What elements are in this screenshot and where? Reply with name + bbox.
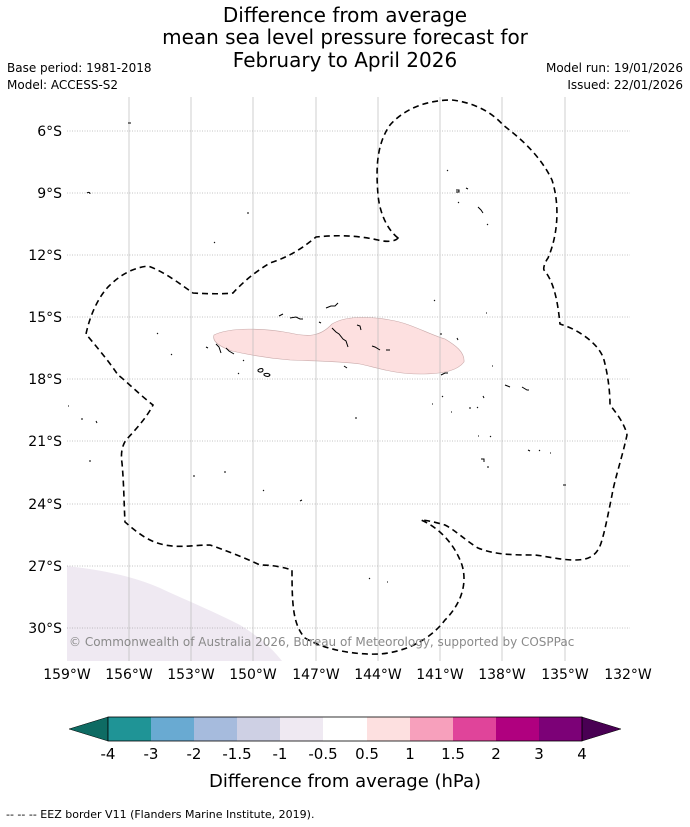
lon-label: 159°W xyxy=(43,667,91,683)
colorbar-tick: -4 xyxy=(100,745,116,763)
lon-label: 141°W xyxy=(416,667,464,683)
chart-title-line3: February to April 2026 xyxy=(232,48,458,72)
colorbar-tick: 1.5 xyxy=(441,745,465,763)
longitude-labels: 159°W 156°W 153°W 150°W 147°W 144°W 141°… xyxy=(43,667,652,683)
lon-label: 135°W xyxy=(541,667,589,683)
colorbar-min-arrow xyxy=(68,716,109,742)
colorbar-tick: -1 xyxy=(272,745,288,763)
lon-label: 150°W xyxy=(229,667,277,683)
colorbar-tick: 3 xyxy=(534,745,544,763)
lat-label: 21°S xyxy=(28,434,62,450)
issued-date: Issued: 22/01/2026 xyxy=(567,78,683,92)
lon-label: 132°W xyxy=(604,667,652,683)
colorbar-segment xyxy=(539,717,582,741)
lat-label: 27°S xyxy=(28,559,62,575)
lat-label: 30°S xyxy=(28,621,62,637)
colorbar-tick: -2 xyxy=(186,745,202,763)
colorbar-tick: 1 xyxy=(405,745,415,763)
colorbar-segment xyxy=(410,717,453,741)
model-run: Model run: 19/01/2026 xyxy=(545,61,683,75)
lat-label: 15°S xyxy=(28,310,62,326)
model-name: Model: ACCESS-S2 xyxy=(7,78,119,92)
colorbar-segment xyxy=(194,717,237,741)
map-gridlines xyxy=(67,130,630,629)
colorbar-segment xyxy=(323,717,367,741)
latitude-labels: 6°S 9°S 12°S 15°S 18°S 21°S 24°S 27°S 30… xyxy=(28,124,62,637)
colorbar-segment xyxy=(151,717,194,741)
map-meridians xyxy=(128,97,566,661)
chart-title-line1: Difference from average xyxy=(222,3,468,27)
colorbar-segment xyxy=(367,717,410,741)
colorbar-segment xyxy=(496,717,539,741)
colorbar-tick: -1.5 xyxy=(222,745,252,763)
colorbar-segment xyxy=(237,717,280,741)
colorbar-tick: 4 xyxy=(577,745,587,763)
lat-label: 9°S xyxy=(37,186,62,202)
colorbar-title: Difference from average (hPa) xyxy=(208,771,482,792)
lon-label: 138°W xyxy=(478,667,526,683)
chart-title-line2: mean sea level pressure forecast for xyxy=(162,25,528,49)
copyright-notice: © Commonwealth of Australia 2026, Bureau… xyxy=(69,635,574,649)
lat-label: 6°S xyxy=(37,124,62,140)
southwest-anomaly-region xyxy=(67,566,282,661)
lon-label: 156°W xyxy=(105,667,153,683)
colorbar-tick: -0.5 xyxy=(308,745,338,763)
colorbar-max-arrow xyxy=(581,716,622,742)
islands xyxy=(68,122,566,583)
colorbar xyxy=(68,716,622,742)
lon-label: 147°W xyxy=(292,667,340,683)
colorbar-tick: -3 xyxy=(143,745,159,763)
base-period: Base period: 1981-2018 xyxy=(7,61,152,75)
lon-label: 153°W xyxy=(167,667,215,683)
map-area: © Commonwealth of Australia 2026, Bureau… xyxy=(67,97,630,661)
lat-label: 24°S xyxy=(28,497,62,513)
colorbar-segment xyxy=(453,717,496,741)
lon-label: 144°W xyxy=(354,667,402,683)
eez-border xyxy=(85,99,628,655)
eez-legend-note: -- -- -- EEZ border V11 (Flanders Marine… xyxy=(6,808,315,821)
colorbar-segment xyxy=(280,717,323,741)
lat-label: 18°S xyxy=(28,372,62,388)
lat-label: 12°S xyxy=(28,248,62,264)
colorbar-segment xyxy=(108,717,151,741)
colorbar-tick: 0.5 xyxy=(355,745,379,763)
positive-anomaly-region xyxy=(213,317,465,375)
colorbar-tick: 2 xyxy=(491,745,501,763)
